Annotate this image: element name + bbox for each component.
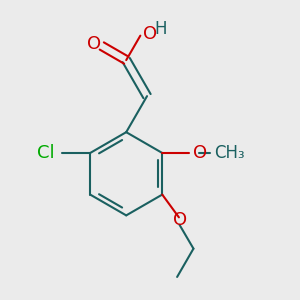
Text: O: O bbox=[143, 25, 158, 43]
Text: O: O bbox=[87, 35, 101, 53]
Text: CH₃: CH₃ bbox=[214, 144, 245, 162]
Text: O: O bbox=[173, 211, 187, 229]
Text: H: H bbox=[154, 20, 167, 38]
Text: Cl: Cl bbox=[37, 144, 55, 162]
Text: O: O bbox=[194, 144, 208, 162]
